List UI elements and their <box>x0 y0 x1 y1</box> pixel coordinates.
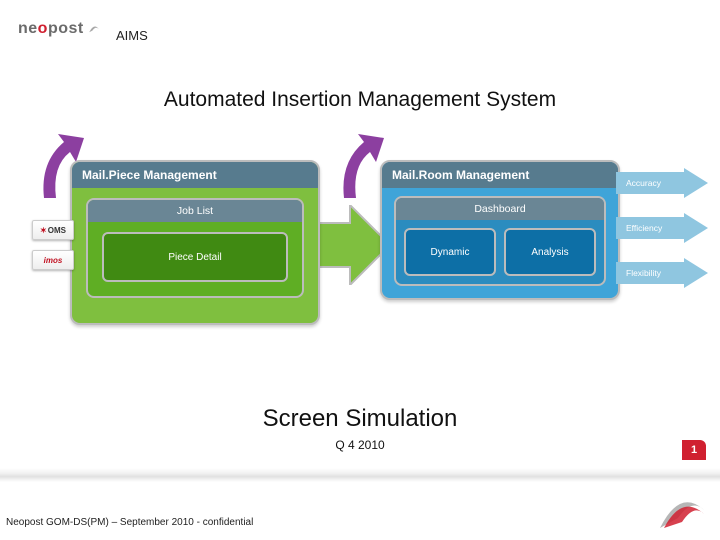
adf-arrow-right <box>336 132 386 202</box>
output-label: Flexibility <box>626 258 696 288</box>
output-label: Efficiency <box>626 213 696 243</box>
subtitle: Screen Simulation <box>0 405 720 433</box>
slide: neopost AIMS Automated Insertion Managem… <box>0 0 720 540</box>
mail-piece-panel: Mail.Piece Management Job List Piece Det… <box>70 160 320 325</box>
footer-divider <box>0 468 720 482</box>
dashboard-dynamic: Dynamic <box>404 228 496 276</box>
brand-swirl-icon <box>86 21 102 37</box>
tag-imos: imos <box>32 250 74 270</box>
diagram: Mail.Piece Management Job List Piece Det… <box>30 160 690 345</box>
output-arrow-flexibility: Flexibility <box>616 258 708 288</box>
job-list-box: Job List Piece Detail <box>86 198 304 298</box>
corner-logo-icon <box>654 484 710 534</box>
aims-label: AIMS <box>116 28 148 43</box>
brand-logo: neopost <box>18 20 102 38</box>
dashboard-box: Dashboard Dynamic Analysis <box>394 196 606 286</box>
mail-piece-title: Mail.Piece Management <box>72 162 318 188</box>
brand-text: neopost <box>18 20 84 38</box>
mail-room-panel: Mail.Room Management Dashboard Dynamic A… <box>380 160 620 300</box>
tag-oms: ✶OMS <box>32 220 74 240</box>
piece-detail-box: Piece Detail <box>102 232 288 282</box>
output-label: Accuracy <box>626 168 696 198</box>
mail-room-title: Mail.Room Management <box>382 162 618 188</box>
dashboard-analysis: Analysis <box>504 228 596 276</box>
page-number: 1 <box>682 440 706 460</box>
page-title: Automated Insertion Management System <box>0 88 720 112</box>
subdate: Q 4 2010 <box>0 438 720 452</box>
job-list-title: Job List <box>88 200 302 222</box>
footer-text: Neopost GOM-DS(PM) – September 2010 - co… <box>6 517 253 528</box>
output-arrow-accuracy: Accuracy <box>616 168 708 198</box>
connector-arrow <box>310 205 390 285</box>
dashboard-title: Dashboard <box>396 198 604 220</box>
output-arrow-efficiency: Efficiency <box>616 213 708 243</box>
